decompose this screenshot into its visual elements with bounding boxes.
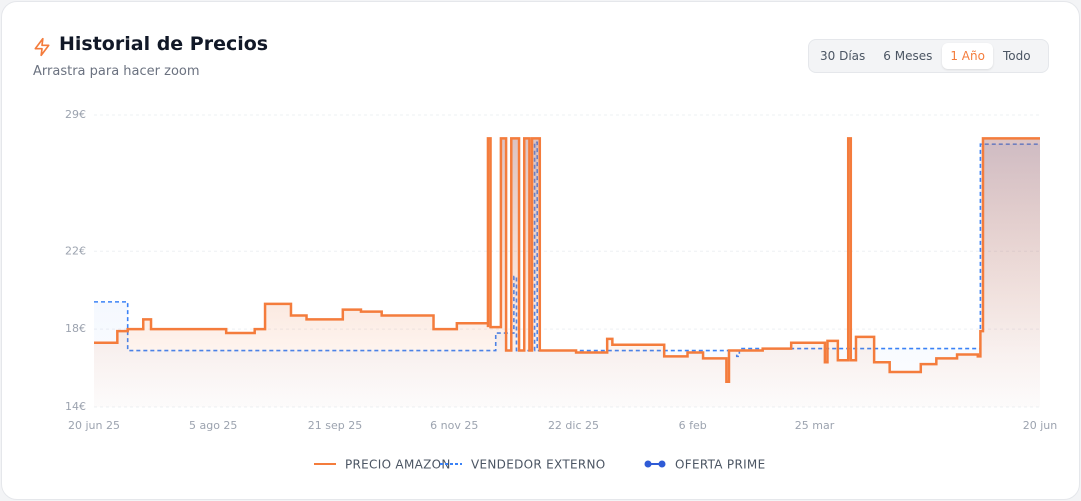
- x-tick-label: 21 sep 25: [308, 419, 362, 432]
- legend-swatch: [658, 460, 666, 468]
- x-tick-label: 20 jun: [1023, 419, 1058, 432]
- legend-swatch: [644, 460, 652, 468]
- y-tick-label: 14€: [65, 400, 86, 413]
- x-tick-label: 20 jun 25: [68, 419, 120, 432]
- y-tick-label: 18€: [65, 322, 86, 335]
- legend-label: OFERTA PRIME: [675, 458, 765, 472]
- y-tick-label: 22€: [65, 244, 86, 257]
- price-line: [94, 141, 1040, 358]
- legend-label: PRECIO AMAZON: [345, 458, 451, 472]
- x-tick-label: 6 feb: [679, 419, 707, 432]
- range-button[interactable]: 30 Días: [820, 49, 866, 63]
- x-tick-label: 6 nov 25: [430, 419, 478, 432]
- area-fill: [94, 138, 1040, 408]
- x-tick-label: 25 mar: [795, 419, 835, 432]
- x-tick-label: 22 dic 25: [548, 419, 599, 432]
- range-button[interactable]: Todo: [1002, 49, 1031, 63]
- x-tick-label: 5 ago 25: [189, 419, 237, 432]
- range-button[interactable]: 1 Año: [942, 43, 993, 69]
- lightning-icon: [34, 37, 50, 57]
- y-tick-label: 29€: [65, 108, 86, 121]
- range-button[interactable]: 6 Meses: [883, 49, 933, 63]
- price-line: [94, 137, 1040, 383]
- subtitle: Arrastra para hacer zoom: [33, 64, 200, 79]
- legend-label: VENDEDOR EXTERNO: [471, 458, 606, 472]
- range-selector: 30 Días 6 Meses 1 Año Todo: [808, 39, 1049, 73]
- title: Historial de Precios: [59, 33, 269, 55]
